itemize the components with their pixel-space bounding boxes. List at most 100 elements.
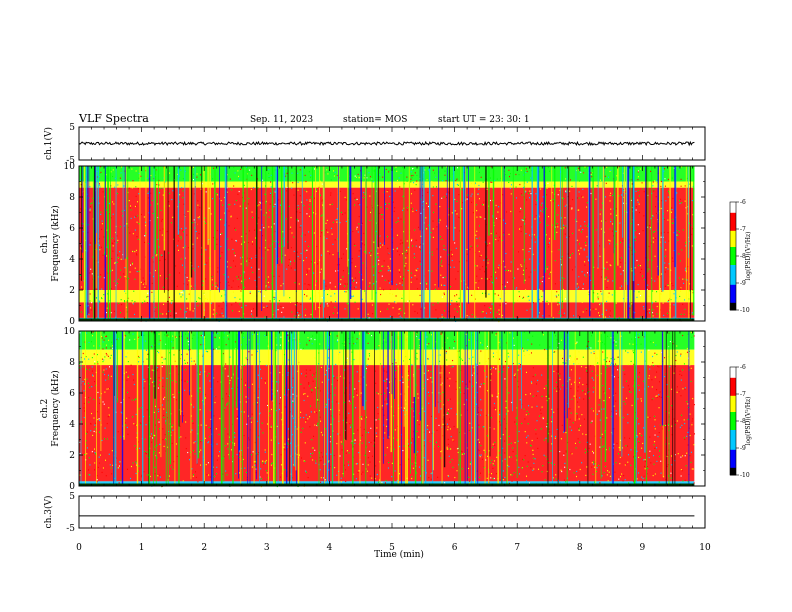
- spectrogram-speck: [352, 230, 354, 233]
- spectrogram-speck: [234, 432, 236, 434]
- spectrogram-speck: [175, 265, 177, 267]
- spectrogram-speck: [535, 236, 537, 238]
- spectrogram-speck: [227, 276, 229, 278]
- spectrogram-speck: [558, 249, 560, 251]
- spectrogram-speck: [251, 266, 253, 269]
- spectrogram-speck: [522, 458, 524, 461]
- spectrogram-speck: [238, 276, 240, 278]
- spectrogram-speck: [183, 203, 185, 205]
- spectrogram-speck: [361, 473, 363, 475]
- spectrogram-speck: [254, 441, 256, 444]
- spectrogram-speck: [672, 197, 674, 200]
- spectrogram-speck: [499, 236, 501, 238]
- spectrogram-speck: [269, 300, 271, 302]
- spectrogram-speck: [263, 306, 265, 308]
- spectrogram-speck: [200, 371, 202, 373]
- spectrogram-speck: [91, 202, 93, 204]
- spectrogram-speck: [156, 183, 158, 186]
- spectrogram-speck: [631, 404, 633, 407]
- spectrogram-speck: [269, 192, 271, 195]
- spectrogram-speck: [589, 443, 591, 445]
- spectrogram-speck: [428, 402, 430, 404]
- spectrogram-speck: [436, 186, 438, 188]
- spectrogram-speck: [640, 398, 642, 400]
- spectrogram-speck: [518, 174, 520, 176]
- spectrogram-speck: [383, 260, 385, 262]
- spectrogram-speck: [249, 230, 251, 232]
- spectrogram-speck: [363, 244, 365, 246]
- spectrogram-speck: [186, 298, 188, 300]
- spectrogram-speck: [206, 474, 208, 476]
- spectrogram-speck: [369, 461, 371, 463]
- spectrogram-speck: [166, 377, 168, 380]
- spectrogram-speck: [196, 176, 198, 178]
- spectrogram-speck: [270, 425, 272, 427]
- spectrogram-speck: [667, 190, 669, 192]
- spectrogram-speck: [485, 312, 487, 314]
- spectrogram-speck: [599, 245, 601, 247]
- spectrogram-speck: [109, 464, 111, 466]
- spectrogram-speck: [581, 365, 583, 368]
- spectrogram-speck: [439, 236, 441, 238]
- spectrogram-speck: [92, 374, 94, 376]
- spectrogram-speck: [137, 361, 139, 363]
- spectrogram-speck: [378, 212, 380, 215]
- spectrogram-speck: [467, 194, 469, 196]
- spectrogram-speck: [482, 265, 484, 268]
- spectrogram-speck: [83, 353, 85, 355]
- spectrogram-speck: [613, 405, 615, 407]
- spectrogram-speck: [137, 201, 139, 203]
- spectrogram-speck: [210, 355, 212, 358]
- spectrogram-speck: [269, 428, 271, 430]
- spectrogram-speck: [281, 255, 283, 257]
- spectrogram-speck: [575, 475, 577, 478]
- spectrogram-speck: [559, 189, 561, 192]
- spectrogram-speck: [148, 242, 150, 245]
- spectrogram-speck: [592, 391, 594, 393]
- spectrogram-speck: [419, 412, 421, 414]
- spectrogram-speck: [395, 302, 397, 304]
- spectrogram-speck: [282, 238, 284, 240]
- spectrogram-speck: [665, 249, 667, 251]
- spectrogram-speck: [680, 475, 682, 477]
- spectrogram-speck: [444, 284, 446, 287]
- spectrogram-speck: [441, 296, 443, 298]
- spectrogram-speck: [151, 291, 153, 294]
- spectrogram-speck: [254, 464, 256, 466]
- spectrogram-speck: [530, 352, 532, 354]
- spectrogram-speck: [266, 472, 268, 474]
- spectrogram-speck: [106, 307, 108, 309]
- spectrogram-speck: [300, 417, 302, 419]
- spectrogram-speck: [321, 200, 323, 202]
- spectrogram-speck: [371, 334, 373, 337]
- spectrogram-speck: [684, 267, 686, 269]
- spectrogram-speck: [397, 319, 399, 322]
- spectrogram-speck: [562, 299, 564, 301]
- spectrogram-speck: [667, 178, 669, 181]
- spectrogram-speck: [91, 302, 93, 304]
- spectrogram-speck: [200, 449, 202, 451]
- spectrogram-speck: [385, 341, 387, 343]
- spectrogram-speck: [278, 264, 280, 266]
- spectrogram-speck: [543, 454, 545, 456]
- spectrogram-speck: [175, 443, 177, 445]
- spectrogram-speck: [317, 263, 319, 265]
- spectrogram-speck: [363, 191, 365, 194]
- spectrogram-speck: [466, 399, 468, 401]
- spectrogram-speck: [561, 258, 563, 260]
- spectrogram-speck: [138, 270, 140, 273]
- spectrogram-speck: [236, 217, 238, 220]
- spectrogram-speck: [128, 199, 130, 202]
- spectrogram-speck: [420, 475, 422, 477]
- spectrogram-speck: [193, 450, 195, 452]
- spectrogram-speck: [225, 221, 227, 223]
- spectrogram-speck: [342, 253, 344, 255]
- spectrogram-speck: [600, 276, 602, 278]
- spectrogram-speck: [559, 450, 561, 453]
- spectrogram-speck: [327, 293, 329, 296]
- spectrogram-speck: [382, 408, 384, 410]
- spectrogram-speck: [216, 443, 218, 445]
- spectrogram-speck: [652, 365, 654, 367]
- spectrogram-speck: [126, 311, 128, 313]
- spectrogram-speck: [395, 183, 397, 185]
